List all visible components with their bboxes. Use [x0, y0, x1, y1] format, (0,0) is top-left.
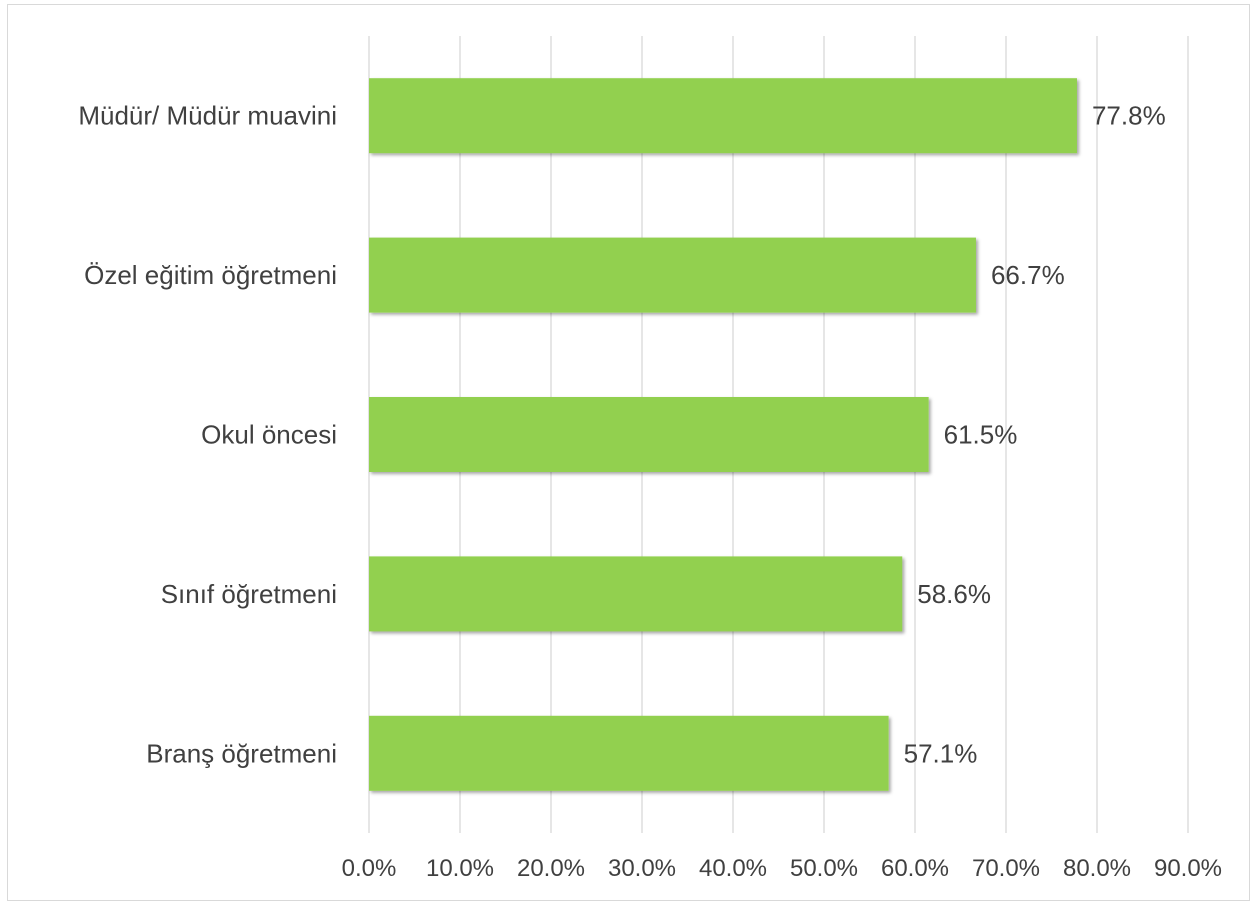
- x-tick-label: 30.0%: [608, 855, 676, 882]
- category-label: Sınıf öğretmeni: [161, 579, 337, 609]
- x-tick-label: 0.0%: [342, 855, 397, 882]
- data-label: 66.7%: [991, 260, 1065, 290]
- category-label: Özel eğitim öğretmeni: [84, 260, 337, 290]
- x-tick-label: 50.0%: [790, 855, 858, 882]
- x-tick-label: 80.0%: [1063, 855, 1131, 882]
- bars: [369, 78, 1077, 791]
- category-label: Okul öncesi: [201, 420, 337, 450]
- bar: [369, 715, 889, 791]
- category-label: Müdür/ Müdür muavini: [78, 101, 337, 131]
- data-label: 77.8%: [1092, 101, 1166, 131]
- data-label: 57.1%: [904, 738, 978, 768]
- gridlines: [368, 36, 1189, 833]
- data-label: 61.5%: [944, 420, 1018, 450]
- data-label: 58.6%: [917, 579, 991, 609]
- x-tick-label: 70.0%: [972, 855, 1040, 882]
- x-tick-label: 60.0%: [881, 855, 949, 882]
- x-tick-label: 40.0%: [699, 855, 767, 882]
- x-tick-label: 90.0%: [1154, 855, 1222, 882]
- bar: [369, 397, 929, 472]
- labels: 0.0% 10.0% 20.0% 30.0% 40.0% 50.0% 60.0% 70.0% 8…: [78, 101, 1222, 882]
- category-label: Branş öğretmeni: [146, 738, 337, 768]
- x-tick-label: 20.0%: [517, 855, 585, 882]
- bar: [369, 237, 976, 313]
- bar: [369, 78, 1077, 154]
- x-tick-label: 10.0%: [426, 855, 494, 882]
- bar: [369, 556, 903, 632]
